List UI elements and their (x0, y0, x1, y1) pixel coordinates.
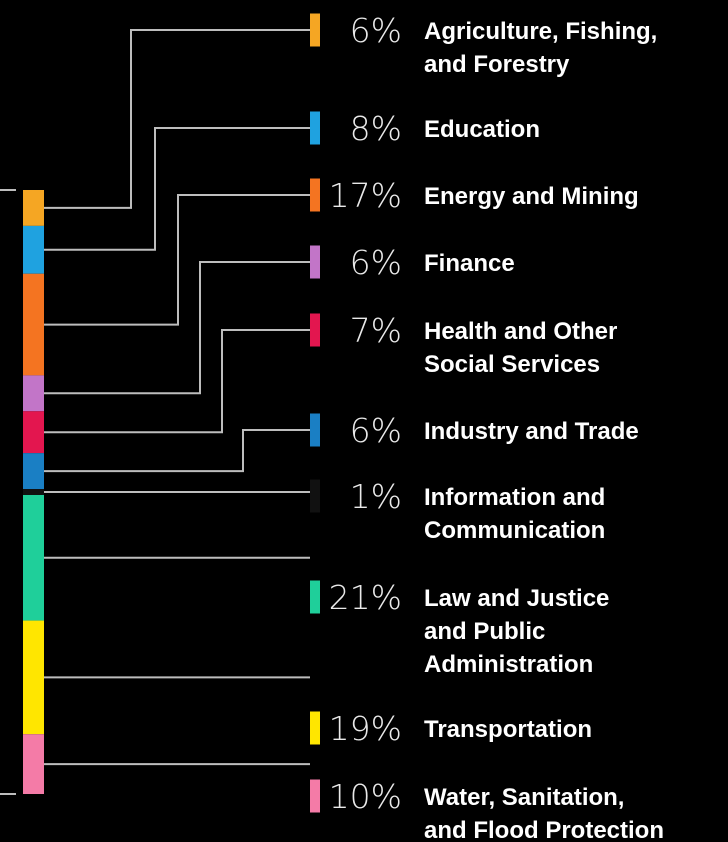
value-label: 6% (350, 11, 402, 50)
bar-segment (23, 620, 44, 735)
value-label: 8% (350, 109, 402, 148)
value-label: 21% (329, 578, 402, 617)
category-label-line: and Flood Protection (424, 817, 664, 842)
category-label-line: Water, Sanitation, (424, 784, 624, 811)
category-label: Agriculture, Fishing, and Forestry (424, 18, 657, 78)
category-label-line: Industry and Trade (424, 418, 639, 445)
color-marker (310, 313, 320, 347)
color-marker (310, 580, 320, 614)
value-label: 19% (329, 709, 402, 748)
bar-segment (23, 453, 44, 490)
category-label-line: Information and (424, 484, 605, 511)
color-marker (310, 245, 320, 279)
category-label: Water, Sanitation, and Flood Protection (424, 784, 664, 842)
category-label-line: Agriculture, Fishing, (424, 18, 657, 45)
category-label: Information and Communication (424, 484, 605, 544)
bar-segment (23, 734, 44, 794)
category-label-line: Law and Justice (424, 585, 609, 612)
category-labels: Agriculture, Fishing, and Forestry Educati… (424, 18, 664, 842)
category-label: Transportation (424, 716, 592, 743)
category-label-line: Energy and Mining (424, 183, 639, 210)
color-marker (310, 178, 320, 212)
bar-segment (23, 273, 44, 376)
category-label: Law and Justice and Public Administration (424, 585, 609, 678)
color-marker (310, 779, 320, 813)
bar-segment (23, 225, 44, 274)
category-label: Education (424, 116, 540, 143)
category-label-line: Social Services (424, 351, 600, 378)
category-label-line: and Forestry (424, 51, 570, 78)
value-label: 10% (329, 777, 402, 816)
category-label-line: Finance (424, 250, 515, 277)
connectors (44, 29, 310, 766)
value-label: 6% (350, 243, 402, 282)
color-marker (310, 413, 320, 447)
color-marker (310, 111, 320, 145)
bar-segment (23, 190, 44, 226)
category-label-line: and Public (424, 618, 545, 645)
color-marker (310, 479, 320, 513)
category-label: Energy and Mining (424, 183, 639, 210)
value-label: 7% (350, 311, 402, 350)
color-marker (310, 13, 320, 47)
category-label: Health and Other Social Services (424, 318, 617, 378)
category-label-line: Health and Other (424, 318, 617, 345)
connector-line (44, 194, 310, 326)
markers (310, 13, 320, 813)
value-label: 1% (350, 477, 402, 516)
bar-segment (23, 489, 44, 495)
category-label: Finance (424, 250, 515, 277)
connector-line (44, 329, 310, 434)
category-label-line: Communication (424, 517, 605, 544)
category-label-line: Transportation (424, 716, 592, 743)
value-label: 6% (350, 411, 402, 450)
category-label: Industry and Trade (424, 418, 639, 445)
value-label: 17% (329, 176, 402, 215)
connector-line (44, 29, 310, 209)
connector-line (44, 261, 310, 395)
color-marker (310, 711, 320, 745)
category-label-line: Education (424, 116, 540, 143)
connector-line (44, 429, 310, 473)
category-label-line: Administration (424, 651, 593, 678)
bar-segment (23, 411, 44, 454)
connector-line (44, 127, 310, 251)
value-labels: 6% 8% 17% 6% 7% 6% 1% 21% 19% 10% (329, 11, 402, 816)
stacked-bar (23, 190, 44, 794)
bar-segment (23, 375, 44, 412)
bar-segment (23, 494, 44, 621)
